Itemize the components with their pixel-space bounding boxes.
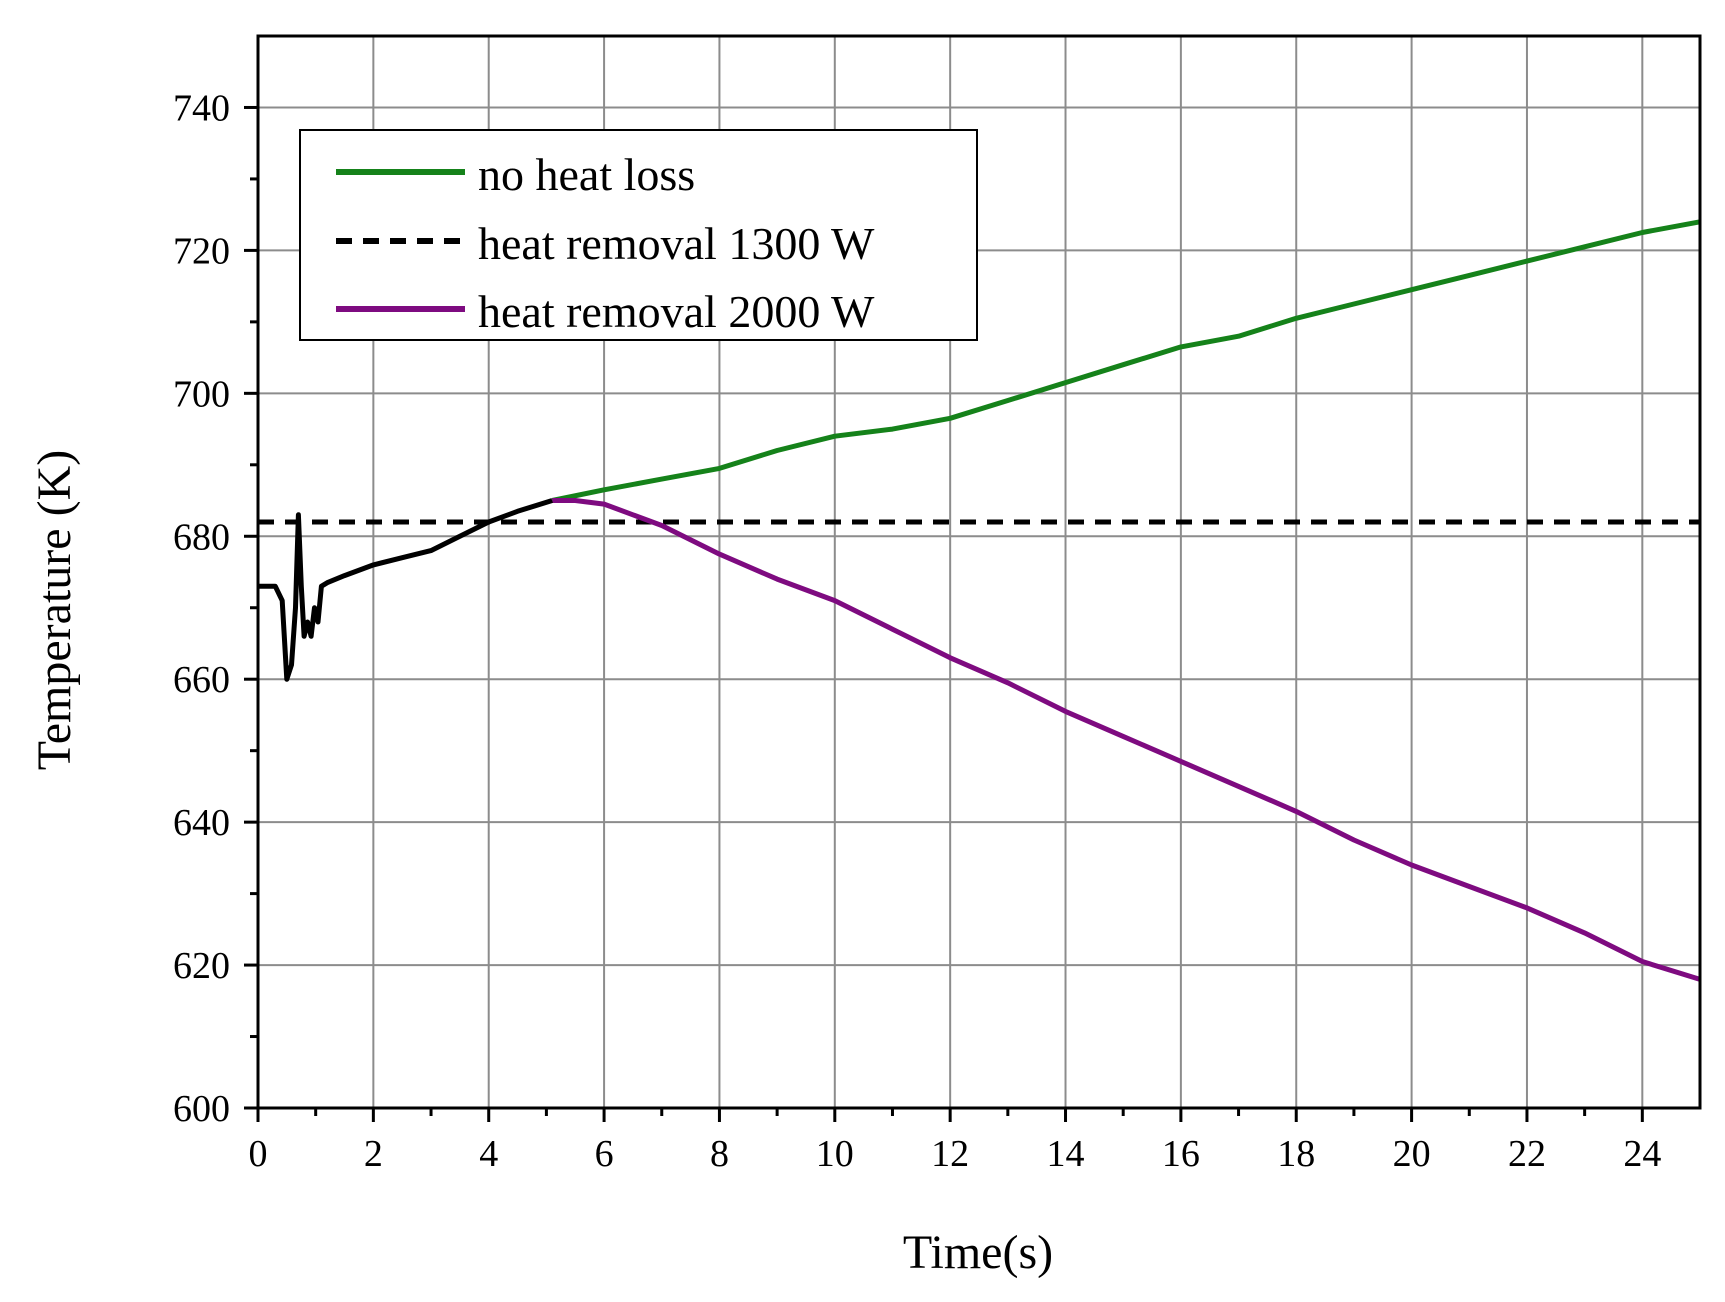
y-tick-label: 740	[173, 87, 230, 129]
y-tick-label: 600	[173, 1088, 230, 1130]
x-tick-label: 4	[479, 1133, 498, 1175]
legend-box	[299, 129, 978, 341]
axis-ticks: 0 2 4 6 8 10 12 14 16 18 20 22 246006206406606807007…	[173, 87, 1661, 1175]
x-tick-label: 10	[816, 1133, 854, 1175]
series-no-heat-loss	[551, 219, 1701, 503]
legend-label-no-heat-loss: no heat loss	[478, 149, 695, 200]
plot-frame	[256, 34, 1702, 1110]
x-tick-label: 16	[1162, 1133, 1200, 1175]
legend-label-heat-removal-1300: heat removal 1300 W	[478, 218, 875, 269]
x-tick-label: 22	[1508, 1133, 1546, 1175]
x-tick-label: 20	[1393, 1133, 1431, 1175]
series-common-transient	[258, 498, 553, 682]
x-tick-label: 14	[1047, 1133, 1085, 1175]
y-axis-title: Temperature (K)	[28, 450, 81, 770]
y-tick-label: 620	[173, 945, 230, 987]
x-tick-label: 12	[931, 1133, 969, 1175]
x-tick-label: 18	[1277, 1133, 1315, 1175]
x-tick-label: 0	[249, 1133, 268, 1175]
x-tick-label: 8	[710, 1133, 729, 1175]
series-layer	[258, 219, 1701, 982]
legend: no heat loss heat removal 1300 W heat re…	[299, 129, 978, 341]
legend-label-heat-removal-2000: heat removal 2000 W	[478, 286, 875, 337]
y-tick-label: 680	[173, 516, 230, 558]
x-tick-label: 2	[364, 1133, 383, 1175]
y-tick-label: 660	[173, 659, 230, 701]
y-tick-label: 720	[173, 230, 230, 272]
x-tick-label: 6	[595, 1133, 614, 1175]
y-tick-label: 640	[173, 802, 230, 844]
x-axis-title: Time(s)	[903, 1226, 1053, 1279]
y-tick-label: 700	[173, 373, 230, 415]
series-heat-removal-2000-w	[552, 498, 1701, 982]
x-tick-label: 24	[1623, 1133, 1661, 1175]
